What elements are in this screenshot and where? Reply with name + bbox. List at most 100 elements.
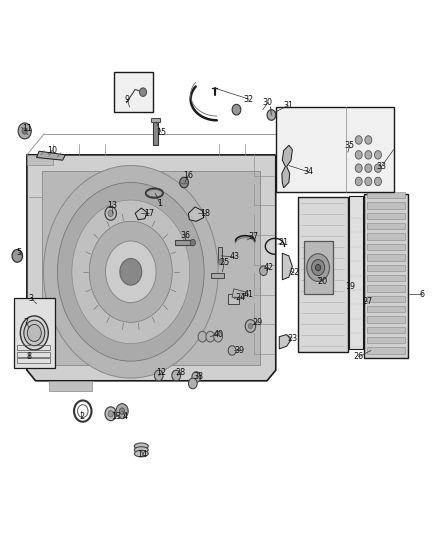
- Polygon shape: [283, 253, 292, 280]
- Circle shape: [260, 266, 268, 276]
- Ellipse shape: [134, 450, 148, 457]
- Circle shape: [355, 151, 362, 159]
- Polygon shape: [36, 151, 65, 160]
- Bar: [42, 171, 261, 365]
- Circle shape: [105, 206, 117, 220]
- Bar: [367, 192, 405, 198]
- Circle shape: [307, 254, 329, 281]
- Circle shape: [374, 151, 381, 159]
- Text: 35: 35: [345, 141, 355, 150]
- Bar: [114, 72, 152, 112]
- Text: 39: 39: [235, 346, 245, 355]
- Circle shape: [18, 123, 31, 139]
- Text: 33: 33: [376, 162, 386, 171]
- Text: 31: 31: [283, 101, 293, 110]
- Text: 9: 9: [125, 94, 130, 103]
- Polygon shape: [232, 289, 246, 297]
- Text: 41: 41: [244, 289, 254, 298]
- Circle shape: [12, 249, 22, 262]
- Text: 7: 7: [24, 318, 28, 327]
- Text: 22: 22: [289, 269, 299, 277]
- Circle shape: [206, 332, 215, 342]
- Circle shape: [57, 182, 204, 361]
- Text: 29: 29: [252, 318, 262, 327]
- Bar: [367, 285, 405, 292]
- Circle shape: [120, 259, 142, 285]
- Text: 28: 28: [176, 368, 186, 377]
- Circle shape: [315, 264, 321, 271]
- Text: 12: 12: [156, 368, 166, 377]
- Circle shape: [43, 165, 218, 378]
- Text: 17: 17: [144, 209, 154, 218]
- Text: 8: 8: [27, 352, 32, 361]
- Text: 10: 10: [47, 146, 57, 155]
- Text: 21: 21: [279, 238, 289, 247]
- Text: 38: 38: [193, 372, 203, 381]
- Bar: [367, 244, 405, 250]
- Bar: [304, 241, 332, 294]
- Bar: [297, 197, 348, 352]
- Text: 13: 13: [111, 413, 121, 422]
- Text: 20: 20: [318, 277, 328, 286]
- Text: 2: 2: [79, 413, 84, 422]
- Circle shape: [140, 88, 147, 96]
- Text: 24: 24: [235, 293, 245, 302]
- Circle shape: [192, 372, 201, 382]
- Bar: [364, 194, 408, 358]
- Text: 32: 32: [244, 94, 254, 103]
- Polygon shape: [49, 381, 92, 391]
- Circle shape: [267, 110, 276, 120]
- Bar: [14, 298, 55, 368]
- Bar: [175, 240, 193, 245]
- Text: 16: 16: [184, 171, 194, 180]
- Text: 36: 36: [180, 231, 190, 240]
- Bar: [349, 196, 363, 349]
- Polygon shape: [27, 155, 53, 165]
- Polygon shape: [279, 335, 291, 349]
- Circle shape: [22, 128, 27, 134]
- Text: 18: 18: [200, 209, 210, 218]
- Circle shape: [355, 164, 362, 172]
- Text: 37: 37: [248, 232, 258, 241]
- Bar: [276, 107, 394, 192]
- Circle shape: [154, 370, 163, 381]
- Circle shape: [27, 325, 41, 342]
- Bar: [17, 358, 50, 364]
- Bar: [367, 316, 405, 322]
- Circle shape: [172, 370, 180, 381]
- Bar: [367, 296, 405, 302]
- Text: 30: 30: [263, 98, 273, 107]
- Text: 40: 40: [213, 329, 223, 338]
- Bar: [367, 264, 405, 271]
- Circle shape: [311, 260, 325, 276]
- Ellipse shape: [134, 447, 148, 453]
- Circle shape: [365, 136, 372, 144]
- Circle shape: [72, 200, 190, 344]
- Circle shape: [188, 378, 197, 389]
- Circle shape: [248, 324, 253, 329]
- Circle shape: [365, 151, 372, 159]
- Text: 5: 5: [17, 248, 21, 257]
- Text: 34: 34: [304, 167, 314, 176]
- Text: 6: 6: [420, 289, 424, 298]
- Circle shape: [20, 316, 48, 350]
- Text: 3: 3: [29, 294, 34, 303]
- Polygon shape: [27, 155, 276, 381]
- Bar: [211, 273, 224, 278]
- Bar: [367, 213, 405, 219]
- Polygon shape: [135, 208, 147, 220]
- Circle shape: [374, 164, 381, 172]
- Text: 11: 11: [22, 124, 32, 133]
- Text: 42: 42: [264, 263, 274, 272]
- Text: 13: 13: [107, 201, 117, 210]
- Text: 23: 23: [287, 334, 297, 343]
- Circle shape: [116, 403, 128, 418]
- Bar: [367, 337, 405, 343]
- Text: 19: 19: [345, 282, 355, 291]
- Circle shape: [120, 408, 125, 414]
- Bar: [152, 120, 158, 146]
- Circle shape: [180, 177, 188, 188]
- Bar: [228, 294, 239, 304]
- Bar: [367, 223, 405, 230]
- Circle shape: [214, 332, 223, 342]
